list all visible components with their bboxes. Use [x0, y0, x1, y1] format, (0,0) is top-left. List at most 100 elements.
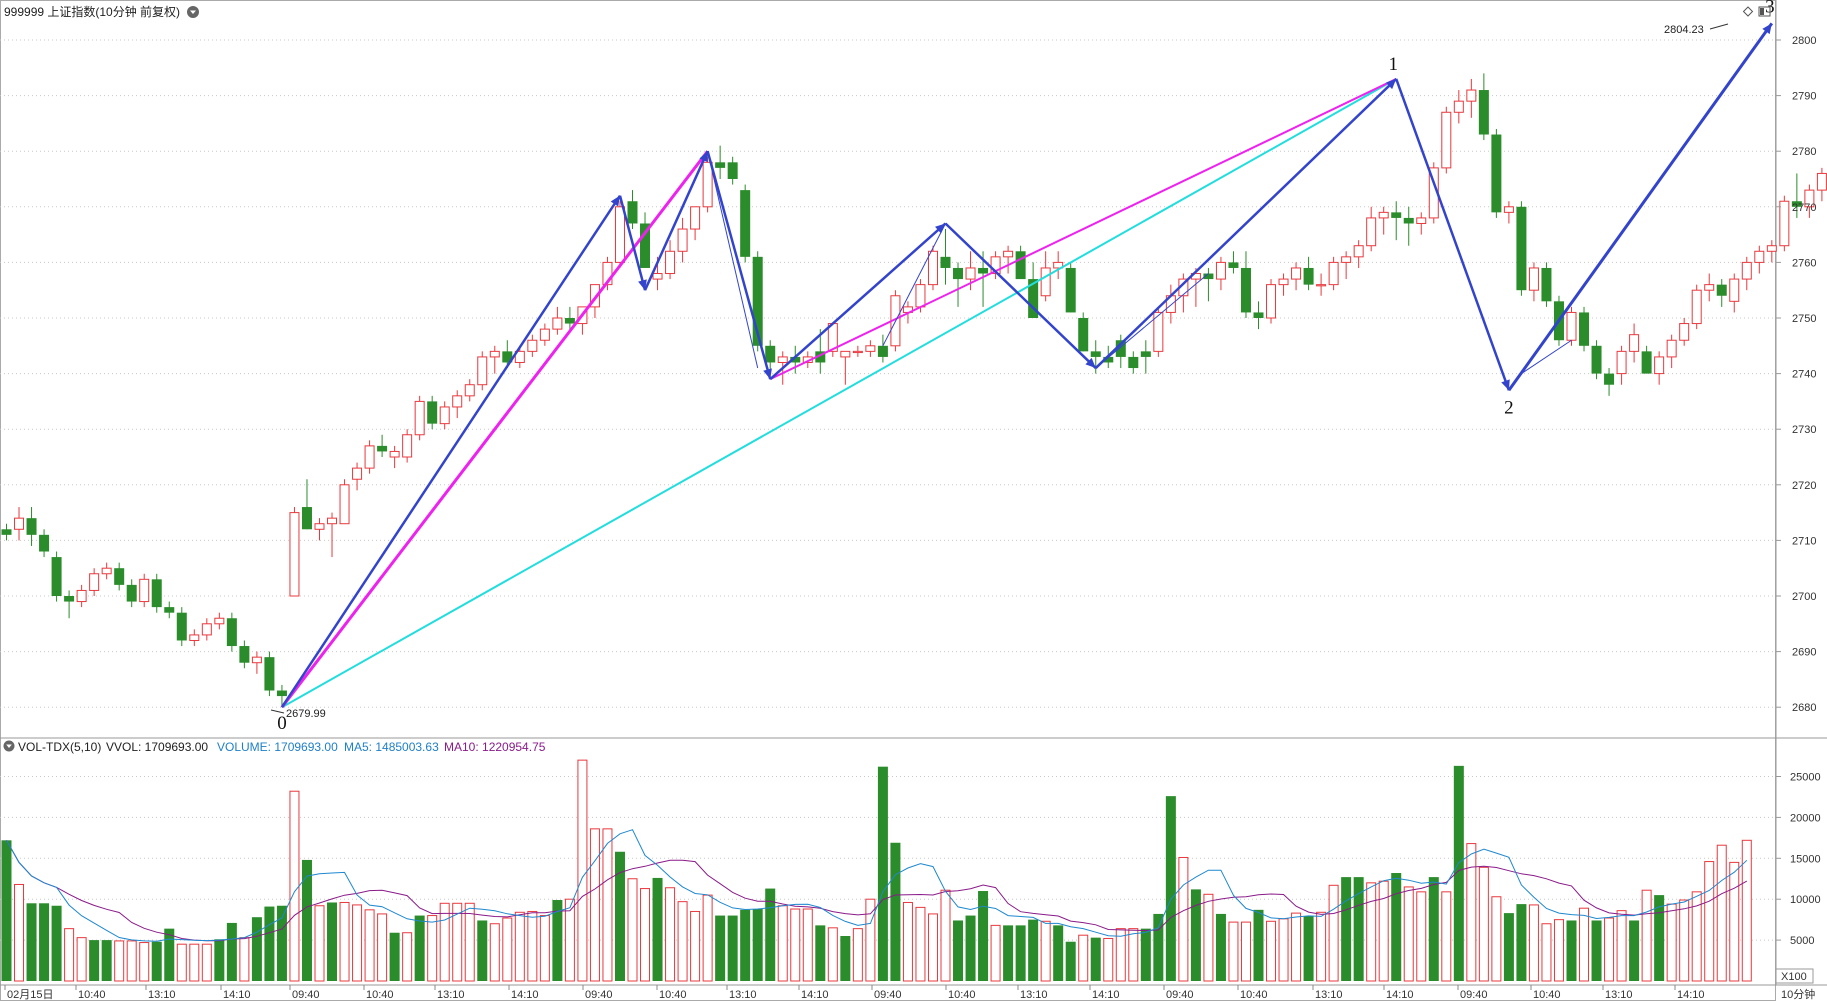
volume-bar — [627, 878, 638, 982]
candle — [940, 229, 951, 285]
candle-body — [402, 434, 413, 458]
candle-body — [665, 250, 676, 275]
volume-bar — [765, 888, 776, 981]
candle-body — [201, 623, 212, 636]
volume-bar — [1203, 893, 1214, 982]
candle-body — [377, 445, 388, 452]
volume-bar — [865, 898, 876, 982]
volume-bar — [464, 902, 475, 982]
candle — [314, 518, 325, 541]
price-tick-label: 2700 — [1792, 591, 1816, 603]
wave-arrow-arrowhead — [763, 368, 772, 380]
candle — [377, 434, 388, 457]
volume-bar — [1190, 889, 1201, 981]
ma5-value: MA5: 1485003.63 — [344, 740, 439, 754]
candle-body — [965, 267, 976, 280]
diamond-icon[interactable] — [1742, 6, 1754, 17]
candle-body — [1491, 134, 1502, 213]
candle-body — [790, 356, 801, 363]
candle-body — [1215, 261, 1226, 280]
volume-bar — [1328, 884, 1339, 982]
candle — [427, 395, 438, 430]
candle — [1579, 306, 1590, 352]
volume-bar — [1491, 896, 1502, 982]
title-dropdown-icon[interactable] — [187, 6, 199, 18]
ma10-value: MA10: 1220954.75 — [444, 740, 546, 754]
time-tick-label: 09:40 — [874, 989, 902, 1001]
candle — [1741, 256, 1752, 291]
wave-arrow-arrowhead — [699, 151, 708, 163]
volume-bar — [953, 920, 964, 981]
low-value-leader — [270, 709, 285, 714]
candle — [339, 479, 350, 525]
volume-bar — [164, 928, 175, 981]
candle — [1528, 262, 1539, 302]
time-tick-label: 10:40 — [1533, 989, 1561, 1001]
candle — [690, 206, 701, 241]
candle — [1478, 73, 1489, 141]
volume-dropdown-icon[interactable] — [3, 740, 15, 752]
candle-body — [652, 273, 663, 280]
candle-body — [239, 646, 250, 663]
volume-bar — [126, 940, 137, 982]
volume-bar — [1053, 925, 1064, 981]
volume-bar — [1165, 796, 1176, 981]
candle-body — [715, 162, 726, 168]
volume-bar — [715, 915, 726, 981]
candle — [602, 256, 613, 291]
volume-bar — [289, 790, 300, 982]
volume-bar — [1466, 843, 1477, 982]
volume-bar — [978, 891, 989, 981]
candle-body — [1779, 200, 1790, 247]
volume-bar — [1316, 911, 1327, 982]
candle-body — [1403, 217, 1414, 224]
candle-body — [1003, 250, 1014, 258]
volume-bar — [1441, 891, 1452, 982]
svg-text:VOL-TDX(5,10) VVOL: 170969: VOL-TDX(5,10) VVOL: 1709693.00 VOLUME: 1… — [18, 740, 546, 754]
wave-arrow-arrowhead — [935, 223, 946, 234]
volume-bar — [690, 910, 701, 982]
candle — [1353, 240, 1364, 268]
candle-body — [1316, 284, 1327, 287]
candle — [51, 551, 62, 602]
time-tick-label: 14:10 — [1092, 989, 1120, 1001]
volume-bar — [14, 883, 25, 982]
candle — [865, 340, 876, 357]
wave-connector — [945, 223, 1097, 369]
time-tick-label: 10:40 — [1240, 989, 1268, 1001]
volume-bar — [890, 842, 901, 981]
volume-bar — [802, 908, 813, 982]
time-tick-label: 10:40 — [659, 989, 687, 1001]
time-tick-label: 10:40 — [366, 989, 394, 1001]
panel-toggle-icon[interactable] — [1758, 6, 1771, 17]
candle-body — [301, 507, 312, 530]
candle-body — [489, 350, 500, 358]
candle — [89, 568, 100, 596]
candle-body — [477, 356, 488, 386]
candle-body — [364, 445, 375, 469]
candle — [1, 523, 12, 541]
volume-bar — [1691, 891, 1702, 982]
candle — [327, 512, 338, 558]
volume-bar — [502, 917, 513, 982]
candle-body — [852, 350, 863, 354]
time-tick-label: 14:10 — [511, 989, 539, 1001]
time-tick-label: 14:10 — [223, 989, 251, 1001]
volume-bar — [1654, 895, 1665, 981]
volume-tick-label: 5000 — [1790, 935, 1814, 947]
candle-body — [101, 567, 112, 575]
candle-body — [1203, 273, 1214, 280]
wave-connector — [707, 151, 759, 369]
volume-bar — [902, 901, 913, 982]
candle — [877, 334, 888, 363]
wave-arrow-arrowhead — [1762, 23, 1772, 35]
wave-arrow — [280, 194, 622, 708]
volume-tick-label: 15000 — [1790, 853, 1821, 865]
high-value-leader — [1709, 23, 1729, 30]
volume-axis: 25000 20000 15000 10000 5000 — [1776, 772, 1821, 947]
candle-body — [89, 573, 100, 591]
volume-bar — [1178, 856, 1189, 982]
candle-body — [1466, 89, 1477, 102]
candle — [1729, 273, 1740, 313]
candle-body — [1153, 311, 1164, 352]
